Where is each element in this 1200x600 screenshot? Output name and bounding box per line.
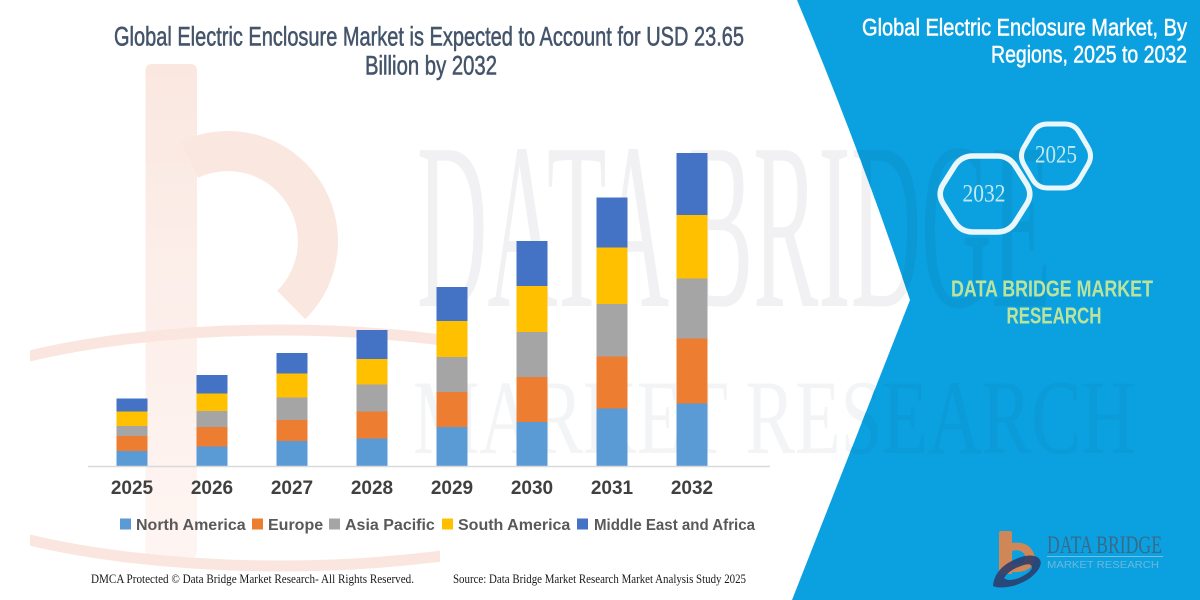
svg-text:North America: North America bbox=[136, 517, 246, 534]
svg-text:Regions, 2025 to 2032: Regions, 2025 to 2032 bbox=[991, 42, 1187, 69]
svg-text:DATA BRIDGE MARKET: DATA BRIDGE MARKET bbox=[951, 276, 1153, 302]
svg-text:Billion by 2032: Billion by 2032 bbox=[365, 51, 497, 81]
svg-text:2025: 2025 bbox=[111, 478, 154, 499]
svg-text:Asia Pacific: Asia Pacific bbox=[345, 517, 435, 534]
svg-text:RESEARCH: RESEARCH bbox=[1007, 303, 1102, 329]
svg-text:DMCA Protected © Data Bridge M: DMCA Protected © Data Bridge Market Rese… bbox=[91, 572, 414, 586]
svg-text:2030: 2030 bbox=[511, 478, 553, 499]
svg-text:2027: 2027 bbox=[271, 478, 313, 499]
svg-text:2025: 2025 bbox=[1035, 142, 1077, 169]
svg-text:South America: South America bbox=[458, 517, 570, 534]
svg-text:Global Electric Enclosure Mark: Global Electric Enclosure Market, By bbox=[862, 15, 1187, 42]
svg-text:2026: 2026 bbox=[191, 478, 233, 499]
svg-text:2029: 2029 bbox=[431, 478, 473, 499]
svg-text:Source: Data Bridge Market Res: Source: Data Bridge Market Research Mark… bbox=[453, 572, 746, 586]
svg-text:MARKET RESEARCH: MARKET RESEARCH bbox=[1047, 560, 1159, 571]
svg-text:DATA BRIDGE: DATA BRIDGE bbox=[1047, 532, 1162, 559]
svg-text:2028: 2028 bbox=[351, 478, 393, 499]
svg-text:Global Electric Enclosure Mark: Global Electric Enclosure Market is Expe… bbox=[114, 22, 744, 52]
svg-text:Europe: Europe bbox=[268, 517, 323, 534]
svg-text:2032: 2032 bbox=[671, 478, 713, 499]
svg-text:2032: 2032 bbox=[963, 181, 1006, 208]
svg-text:2031: 2031 bbox=[591, 478, 634, 499]
svg-text:Middle East and Africa: Middle East and Africa bbox=[594, 517, 755, 534]
